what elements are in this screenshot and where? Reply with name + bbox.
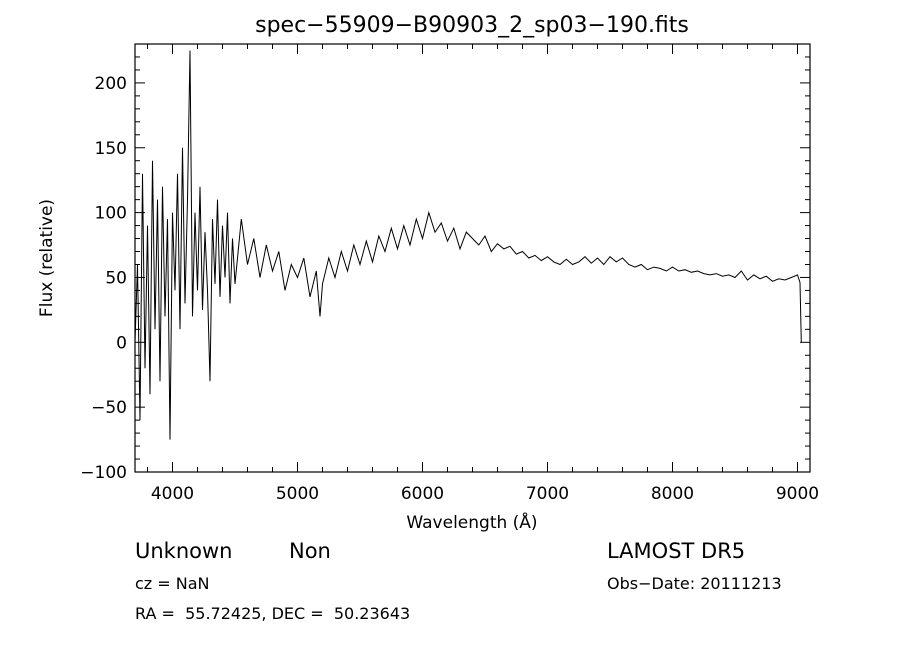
survey-name: LAMOST DR5 [607,539,746,563]
sky-coordinates: RA = 55.72425, DEC = 50.23643 [135,604,411,623]
object-class: Unknown [135,539,233,563]
x-tick-label: 8000 [651,484,694,504]
x-tick-label: 4000 [151,484,194,504]
object-subclass: Non [289,539,331,563]
x-tick-label: 5000 [276,484,319,504]
x-tick-label: 6000 [401,484,444,504]
y-tick-label: −100 [80,463,127,483]
y-tick-label: 50 [105,268,127,288]
axis-ticks [135,43,810,473]
y-tick-label: 100 [95,204,127,224]
x-tick-labels: 4000 5000 6000 7000 8000 9000 [151,484,819,504]
observation-date: Obs−Date: 20111213 [607,574,782,593]
x-axis-label: Wavelength (Å) [406,511,537,533]
y-tick-label: 0 [116,333,127,353]
spectrum-line [134,50,802,440]
chart-title: spec−55909−B90903_2_sp03−190.fits [255,13,689,38]
y-tick-label: 200 [95,74,127,94]
y-tick-label: 150 [95,139,127,159]
y-axis-label: Flux (relative) [37,199,57,317]
y-tick-labels: −100 −50 0 50 100 150 200 [80,74,127,483]
redshift-value: cz = NaN [135,574,210,593]
x-tick-label: 9000 [776,484,819,504]
plot-frame [134,43,811,473]
x-tick-label: 7000 [526,484,569,504]
y-tick-label: −50 [91,398,127,418]
